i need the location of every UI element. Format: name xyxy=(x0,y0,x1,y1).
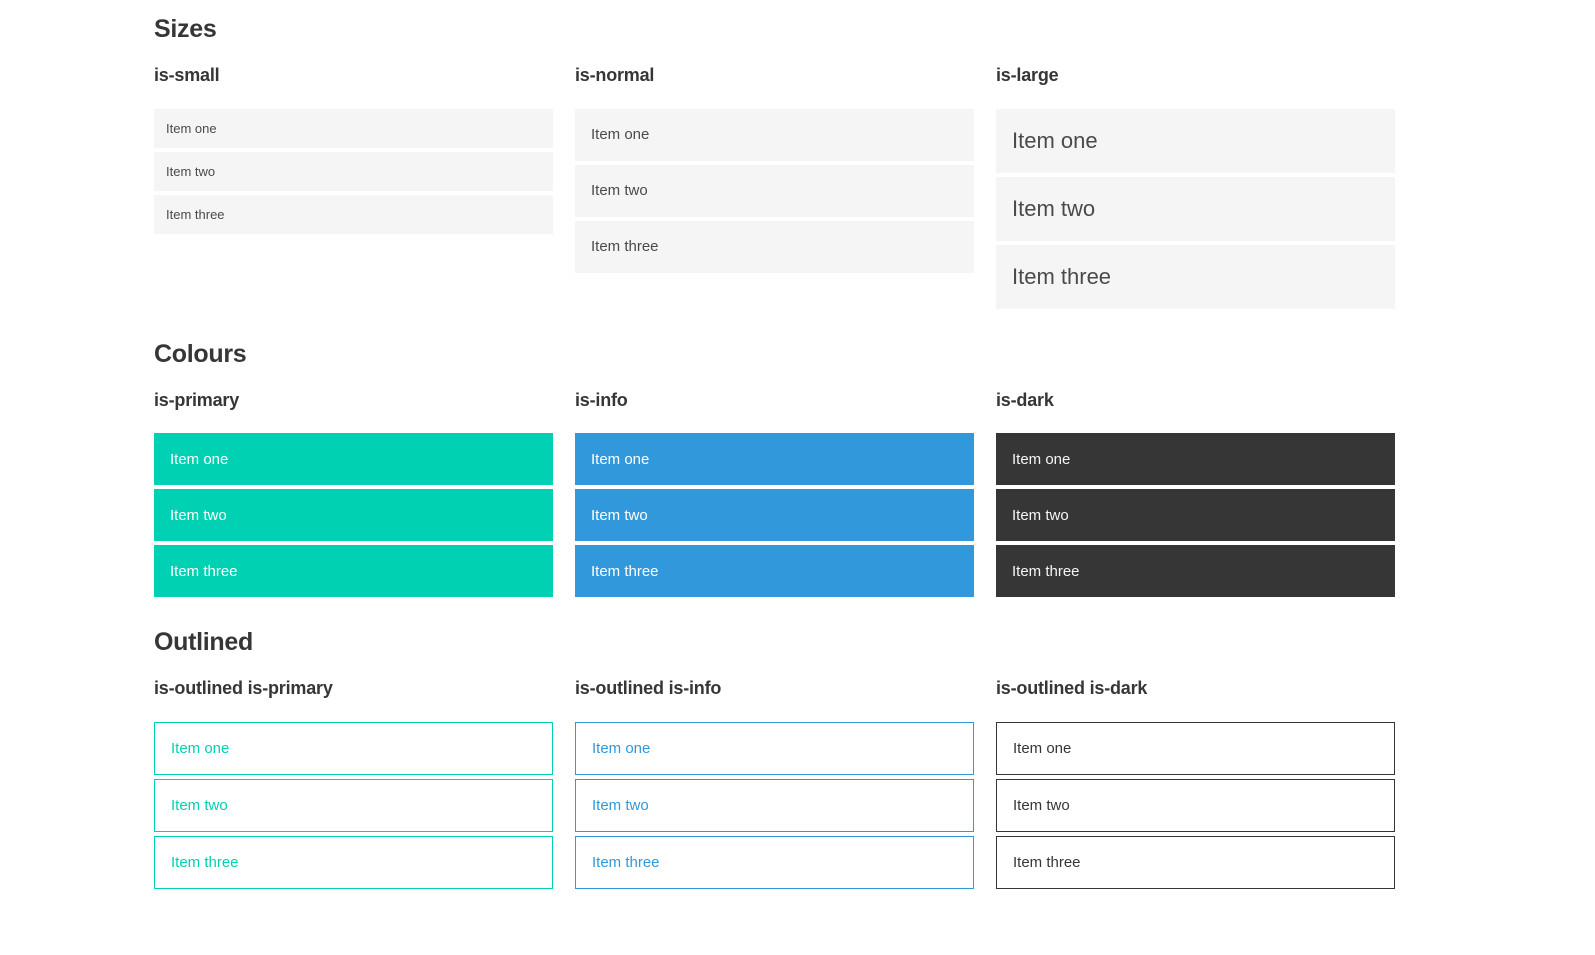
group-is-info: is-info Item one Item two Item three xyxy=(575,390,974,602)
list-item[interactable]: Item one xyxy=(996,108,1395,173)
list-item[interactable]: Item three xyxy=(154,836,553,890)
section-title-sizes: Sizes xyxy=(154,15,217,43)
list-is-primary: Item one Item two Item three xyxy=(154,433,553,598)
list-item[interactable]: Item one xyxy=(996,433,1395,486)
group-is-large: is-large Item one Item two Item three xyxy=(996,65,1395,313)
group-label-is-normal: is-normal xyxy=(575,65,655,85)
list-is-dark: Item one Item two Item three xyxy=(996,433,1395,598)
list-item[interactable]: Item three xyxy=(575,545,974,598)
list-item[interactable]: Item two xyxy=(996,779,1395,833)
list-item[interactable]: Item two xyxy=(575,779,974,833)
list-item[interactable]: Item one xyxy=(154,722,553,776)
group-label-is-outlined-is-info: is-outlined is-info xyxy=(575,678,722,699)
group-label-is-outlined-is-dark: is-outlined is-dark xyxy=(996,678,1148,699)
list-item[interactable]: Item one xyxy=(154,108,553,148)
group-is-outlined-is-dark: is-outlined is-dark Item one Item two It… xyxy=(996,678,1395,893)
list-item[interactable]: Item one xyxy=(154,433,553,486)
group-is-dark: is-dark Item one Item two Item three xyxy=(996,390,1395,602)
outlined-row: is-outlined is-primary Item one Item two… xyxy=(154,678,1395,893)
group-is-normal: is-normal Item one Item two Item three xyxy=(575,65,974,277)
list-item[interactable]: Item three xyxy=(996,836,1395,890)
group-label-is-info: is-info xyxy=(575,389,628,410)
section-outlined: Outlined is-outlined is-primary Item one… xyxy=(154,627,1395,893)
group-label-is-large: is-large xyxy=(996,65,1059,85)
list-item[interactable]: Item two xyxy=(154,151,553,191)
list-item[interactable]: Item three xyxy=(575,220,974,273)
list-item[interactable]: Item one xyxy=(575,433,974,486)
colours-row: is-primary Item one Item two Item three … xyxy=(154,390,1395,602)
section-sizes: Sizes is-small Item one Item two Item th… xyxy=(154,14,1395,313)
list-is-normal: Item one Item two Item three xyxy=(575,108,974,273)
list-item[interactable]: Item one xyxy=(575,108,974,161)
group-is-outlined-is-info: is-outlined is-info Item one Item two It… xyxy=(575,678,974,893)
list-item[interactable]: Item three xyxy=(154,194,553,234)
list-is-outlined-is-info: Item one Item two Item three xyxy=(575,722,974,890)
list-item[interactable]: Item two xyxy=(575,164,974,217)
group-is-outlined-is-primary: is-outlined is-primary Item one Item two… xyxy=(154,678,553,893)
list-item[interactable]: Item three xyxy=(154,545,553,598)
section-title-colours: Colours xyxy=(154,339,247,368)
list-item[interactable]: Item one xyxy=(996,722,1395,776)
section-colours: Colours is-primary Item one Item two Ite… xyxy=(154,339,1395,602)
group-label-is-outlined-is-primary: is-outlined is-primary xyxy=(154,678,333,699)
group-label-is-small: is-small xyxy=(154,65,220,85)
list-item[interactable]: Item three xyxy=(996,244,1395,309)
list-item[interactable]: Item three xyxy=(575,836,974,890)
list-is-large: Item one Item two Item three xyxy=(996,108,1395,309)
section-title-outlined: Outlined xyxy=(154,628,253,657)
group-is-primary: is-primary Item one Item two Item three xyxy=(154,390,553,602)
list-item[interactable]: Item one xyxy=(575,722,974,776)
list-is-small: Item one Item two Item three xyxy=(154,108,553,234)
sizes-row: is-small Item one Item two Item three is… xyxy=(154,65,1395,313)
list-item[interactable]: Item two xyxy=(575,489,974,542)
group-label-is-dark: is-dark xyxy=(996,389,1054,410)
group-is-small: is-small Item one Item two Item three xyxy=(154,65,553,238)
group-label-is-primary: is-primary xyxy=(154,389,240,410)
list-is-outlined-is-primary: Item one Item two Item three xyxy=(154,722,553,890)
list-is-info: Item one Item two Item three xyxy=(575,433,974,598)
list-item[interactable]: Item two xyxy=(154,779,553,833)
list-item[interactable]: Item three xyxy=(996,545,1395,598)
list-item[interactable]: Item two xyxy=(154,489,553,542)
list-is-outlined-is-dark: Item one Item two Item three xyxy=(996,722,1395,890)
list-item[interactable]: Item two xyxy=(996,489,1395,542)
list-item[interactable]: Item two xyxy=(996,176,1395,241)
